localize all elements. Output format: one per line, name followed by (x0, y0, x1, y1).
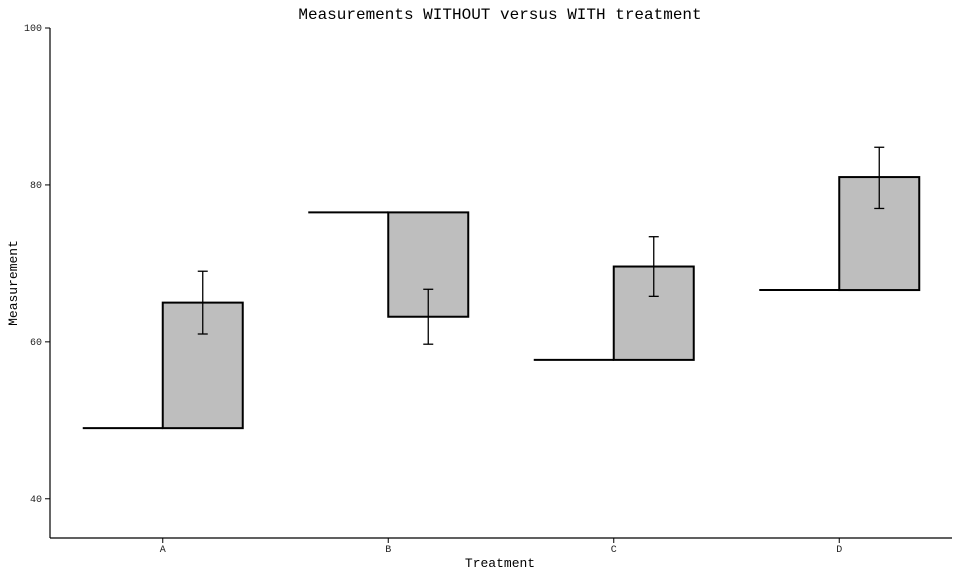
y-axis-label: Measurement (6, 240, 21, 326)
y-tick-label: 100 (24, 24, 42, 35)
x-tick-label: B (385, 545, 391, 556)
y-axis-ticks: 40 60 80 100 (24, 24, 50, 506)
x-axis-label: Treatment (465, 556, 535, 571)
chart-title: Measurements WITHOUT versus WITH treatme… (298, 6, 701, 24)
x-tick-label: A (160, 545, 166, 556)
x-tick-label: C (611, 545, 617, 556)
y-tick-label: 80 (30, 181, 42, 192)
y-tick-label: 60 (30, 338, 42, 349)
x-tick-label: D (836, 545, 842, 556)
x-axis-ticks: A B C D (160, 538, 842, 556)
plot-area (82, 146, 921, 430)
y-tick-label: 40 (30, 495, 42, 506)
